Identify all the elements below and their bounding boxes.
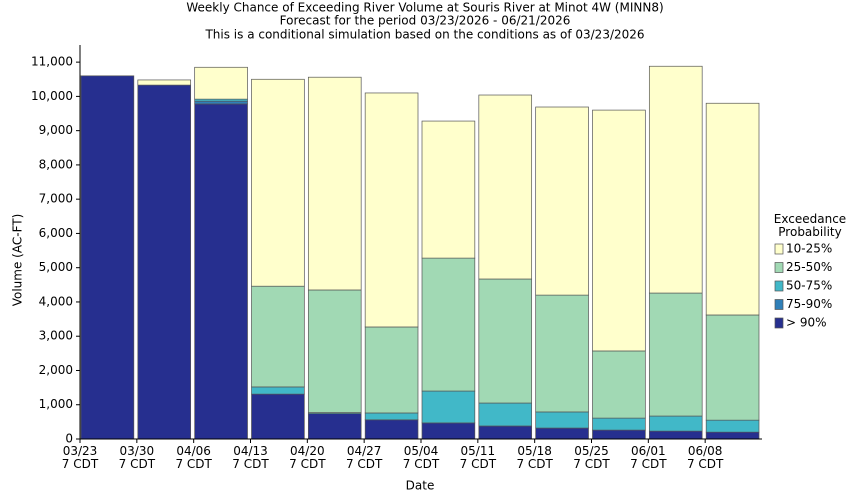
bar-segment xyxy=(421,422,476,440)
bar-segment xyxy=(648,415,703,432)
x-tick-label: 06/08 7 CDT xyxy=(686,444,724,471)
bar-segment xyxy=(80,75,135,440)
bar-segment xyxy=(421,257,476,392)
legend-swatch xyxy=(774,243,784,255)
legend-title: Exceedance Probability xyxy=(773,212,847,239)
bar-segment xyxy=(478,278,533,404)
bar-segment xyxy=(307,413,362,440)
y-tick-label: 10,000 xyxy=(31,89,73,103)
y-axis-label: Volume (AC-FT) xyxy=(11,214,25,307)
bar-segment xyxy=(535,294,589,413)
bar-segment xyxy=(648,65,703,294)
legend-label: 10-25% xyxy=(786,242,832,256)
bar-segment xyxy=(194,66,248,100)
x-tick-label: 05/18 7 CDT xyxy=(516,444,553,471)
bar-segment xyxy=(421,390,476,424)
bar-segment xyxy=(421,120,476,259)
x-tick-label: 03/23 7 CDT xyxy=(61,444,99,471)
bar-segment xyxy=(478,402,533,427)
y-tick-label: 7,000 xyxy=(39,192,73,206)
bar-segment xyxy=(705,419,760,433)
bar-segment xyxy=(251,393,305,440)
bar-segment xyxy=(592,417,646,431)
bar-segment xyxy=(592,109,646,352)
bar-segment xyxy=(705,431,760,440)
x-axis-label: Date xyxy=(406,479,435,493)
bar-segment xyxy=(251,78,305,287)
x-tick-label: 05/25 7 CDT xyxy=(573,444,610,471)
bar-segment xyxy=(648,430,703,440)
y-tick-label: 6,000 xyxy=(39,226,73,240)
bar-segment xyxy=(137,79,192,86)
legend-swatch xyxy=(774,262,784,273)
y-tick-label: 2,000 xyxy=(39,363,73,377)
bar-segment xyxy=(251,386,305,395)
y-tick-label: 5,000 xyxy=(39,260,73,274)
y-tick-label: 3,000 xyxy=(39,329,73,343)
y-tick-label: 9,000 xyxy=(39,123,73,137)
bar-segment xyxy=(705,314,760,421)
bar-segment xyxy=(364,412,419,421)
bar-segment xyxy=(364,92,419,328)
bar-segment xyxy=(478,425,533,440)
x-tick-label: 06/01 7 CDT xyxy=(630,444,667,471)
bar-segment xyxy=(648,292,703,417)
legend-swatch xyxy=(774,317,784,329)
y-tick-label: 4,000 xyxy=(39,294,73,308)
x-tick-label: 05/11 7 CDT xyxy=(459,444,497,471)
chart-subtitle: This is a conditional simulation based o… xyxy=(204,28,644,42)
legend-label: 25-50% xyxy=(786,260,832,274)
bar-segment xyxy=(194,100,248,105)
y-tick-label: 1,000 xyxy=(39,397,73,411)
bar-segment xyxy=(364,326,419,414)
bar-segment xyxy=(307,76,362,291)
y-tick-label: 0 xyxy=(65,432,73,446)
x-tick-label: 05/04 7 CDT xyxy=(402,444,440,471)
bar-segment xyxy=(535,106,589,296)
legend-label: > 90% xyxy=(786,316,827,330)
bar-segment xyxy=(364,419,419,440)
y-tick-label: 8,000 xyxy=(39,157,73,171)
bar-segment xyxy=(705,102,760,316)
bar-segment xyxy=(251,285,305,388)
bar-segment xyxy=(592,350,646,419)
x-tick-label: 04/20 7 CDT xyxy=(289,444,326,471)
bar-segment xyxy=(535,427,589,440)
legend-swatch xyxy=(774,280,784,292)
x-tick-label: 04/27 7 CDT xyxy=(345,444,383,471)
x-tick-label: 04/06 7 CDT xyxy=(175,444,212,471)
legend-swatch xyxy=(774,299,784,310)
x-tick-label: 03/30 7 CDT xyxy=(118,444,156,471)
y-tick-label: 11,000 xyxy=(31,55,73,69)
chart-title: Weekly Chance of Exceeding River Volume … xyxy=(186,1,663,15)
bar-segment xyxy=(478,94,533,280)
bar-segment xyxy=(307,289,362,413)
bar-segment xyxy=(137,84,192,440)
bar-segment xyxy=(535,411,589,429)
x-tick-label: 04/13 7 CDT xyxy=(232,444,269,471)
legend-label: 75-90% xyxy=(786,297,832,311)
bar-segment xyxy=(592,429,646,440)
bar-segment xyxy=(194,103,248,440)
legend-label: 50-75% xyxy=(786,279,832,293)
chart-subtitle: Forecast for the period 03/23/2026 - 06/… xyxy=(280,14,571,28)
